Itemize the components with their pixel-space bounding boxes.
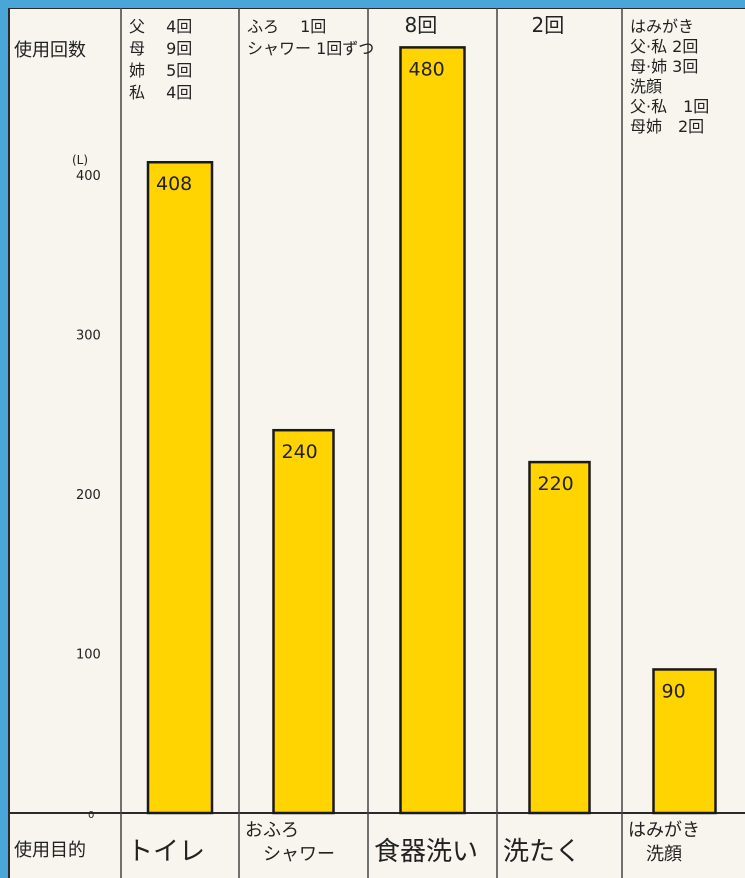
bar-value-label: 408 xyxy=(156,173,192,195)
usage-count-note: 母 9回 xyxy=(129,39,192,58)
usage-count-note: 母姉 2回 xyxy=(630,117,704,136)
y-tick-label: 400 xyxy=(76,169,101,184)
bar-value-label: 480 xyxy=(409,58,445,80)
usage-count-note: 洗顔 xyxy=(630,77,662,96)
usage-count-note: はみがき xyxy=(630,17,694,36)
usage-count-note: 母·姉 3回 xyxy=(630,57,698,76)
usage-count-note: 8回 xyxy=(405,13,438,37)
usage-count-note: 父·私 1回 xyxy=(630,97,709,116)
category-label: トイレ xyxy=(127,837,205,867)
category-label: 食器洗い xyxy=(374,837,478,867)
usage-count-note: シャワー 1回ずつ xyxy=(247,39,374,58)
bar xyxy=(399,46,466,815)
usage-count-note: 2回 xyxy=(532,13,565,37)
category-label: 洗顔 xyxy=(628,844,682,865)
usage-count-note: 姉 5回 xyxy=(129,61,192,80)
bar-value-label: 240 xyxy=(282,441,318,463)
category-label: シャワー xyxy=(245,844,335,865)
usage-count-note: 父 4回 xyxy=(129,17,192,36)
bar xyxy=(528,460,591,815)
category-label: 洗たく xyxy=(503,837,581,867)
y-unit-label: (L) xyxy=(72,153,88,167)
y-tick-label: 100 xyxy=(76,648,101,663)
purpose-row-label: 使用目的 xyxy=(14,840,86,861)
bar-value-label: 90 xyxy=(662,680,686,702)
y-tick-label: 300 xyxy=(76,329,101,344)
y-tick-label: 200 xyxy=(76,488,101,503)
bar xyxy=(146,160,214,815)
category-label: おふろ xyxy=(245,820,299,841)
usage-count-row-label: 使用回数 xyxy=(14,40,86,61)
usage-count-note: ふろ 1回 xyxy=(247,17,326,36)
chart-sheet: 使用回数使用目的 (L) 0 100 200 300 400 408 父 4回母 9回姉 5回私… xyxy=(8,8,745,878)
bar xyxy=(652,668,717,815)
usage-count-note: 私 4回 xyxy=(129,83,192,102)
category-label: はみがき xyxy=(628,820,700,841)
bar xyxy=(272,428,335,815)
y-tick-label: 0 xyxy=(88,810,94,821)
usage-count-note: 父·私 2回 xyxy=(630,37,698,56)
bar-value-label: 220 xyxy=(538,473,574,495)
